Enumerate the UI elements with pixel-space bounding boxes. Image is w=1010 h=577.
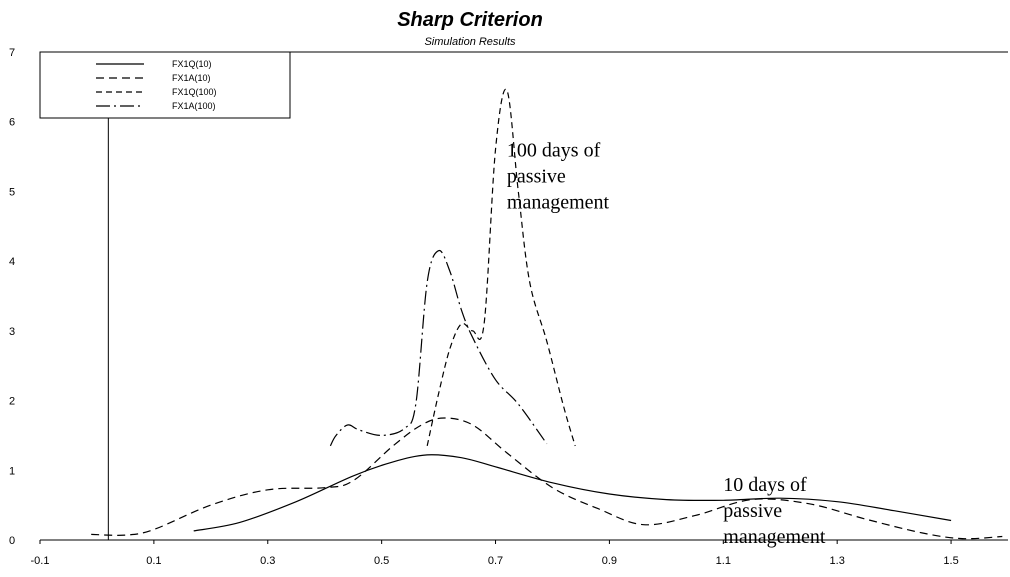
y-tick-label: 3 bbox=[9, 326, 15, 338]
chart-subtitle: Simulation Results bbox=[424, 36, 516, 48]
legend: FX1Q(10) FX1A(10) FX1Q(100) FX1A(100) bbox=[39, 51, 291, 119]
chart-title: Sharp Criterion bbox=[397, 9, 543, 31]
legend-label: FX1Q(100) bbox=[172, 87, 217, 97]
x-tick-label: 0.5 bbox=[374, 555, 389, 567]
x-tick-label: 1.5 bbox=[943, 555, 958, 567]
x-tick-label: -0.1 bbox=[31, 555, 50, 567]
annotations: 100 days of passive management 10 days of pa… bbox=[507, 140, 826, 549]
x-tick-label: 0.9 bbox=[602, 555, 617, 567]
series-line-fx1a100 bbox=[329, 250, 548, 447]
x-tick-label: 0.1 bbox=[146, 555, 161, 567]
x-tick-label: 1.3 bbox=[830, 555, 845, 567]
annotation-text: 100 days of bbox=[507, 140, 601, 162]
y-tick-label: 2 bbox=[9, 396, 15, 408]
series-line-fx1q10 bbox=[193, 454, 952, 532]
annotation-text: passive bbox=[507, 166, 566, 188]
legend-label: FX1A(10) bbox=[172, 73, 211, 83]
legend-box bbox=[39, 51, 291, 119]
y-tick-label: 5 bbox=[9, 186, 15, 198]
legend-label: FX1A(100) bbox=[172, 101, 216, 111]
y-tick-label: 1 bbox=[9, 465, 15, 477]
y-tick-label: 0 bbox=[9, 535, 15, 547]
series-line-fx1a10 bbox=[91, 417, 1003, 540]
x-tick-label: 0.3 bbox=[260, 555, 275, 567]
x-tick-label: 0.7 bbox=[488, 555, 503, 567]
series-layer bbox=[91, 88, 1003, 540]
y-tick-label: 7 bbox=[9, 47, 15, 59]
series-line-fx1q100 bbox=[426, 88, 576, 447]
annotation-text: management bbox=[723, 526, 826, 548]
axes: -0.1 0.1 0.3 0.5 0.7 0.9 1.1 1.3 1.5 0 1 2 3 4 5 6 7 bbox=[9, 47, 1008, 567]
annotation-text: passive bbox=[723, 500, 782, 522]
y-tick-label: 6 bbox=[9, 117, 15, 129]
annotation-text: 10 days of bbox=[723, 474, 807, 496]
annotation-text: management bbox=[507, 192, 610, 214]
x-tick-label: 1.1 bbox=[716, 555, 731, 567]
legend-label: FX1Q(10) bbox=[172, 59, 212, 69]
y-tick-label: 4 bbox=[9, 256, 15, 268]
